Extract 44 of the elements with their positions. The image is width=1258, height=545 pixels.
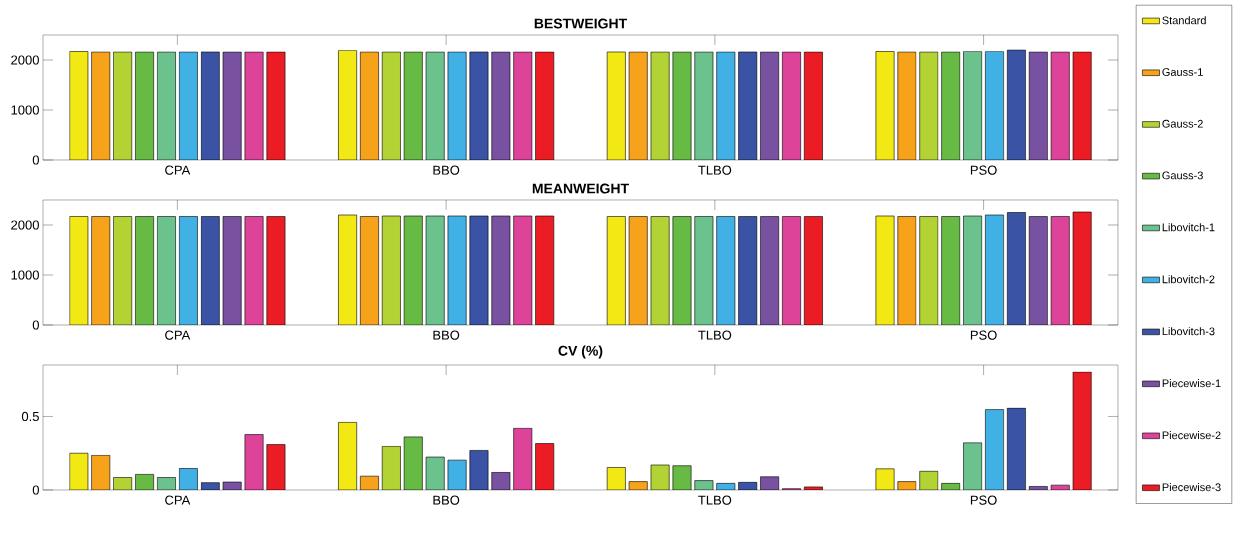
chart-title: MEANWEIGHT	[532, 183, 629, 194]
y-tick-label: 2000	[11, 220, 39, 230]
bar	[803, 486, 823, 490]
y-tick-label: 2000	[11, 55, 39, 65]
bar	[985, 409, 1004, 490]
x-tick-label: PSO	[970, 330, 997, 340]
bar	[513, 427, 533, 490]
bar	[338, 422, 357, 490]
chart-title: CV (%)	[558, 345, 603, 359]
x-tick-label: BBO	[433, 495, 460, 505]
bar	[266, 444, 286, 490]
legend-label: Gauss-1	[1162, 68, 1203, 76]
y-tick-label: 0	[32, 320, 39, 330]
legend-label: Standard	[1162, 16, 1206, 25]
legend-label: Gauss-3	[1162, 171, 1203, 180]
x-tick-label: PSO	[970, 495, 997, 505]
legend-label: Libovitch-2	[1162, 275, 1215, 284]
x-tick-label: TLBO	[698, 165, 732, 175]
x-tick-label: BBO	[433, 330, 460, 340]
legend-label: Piecewise-3	[1162, 483, 1221, 492]
bar	[1072, 371, 1092, 490]
bar	[535, 443, 555, 490]
y-tick-label: 1000	[11, 105, 39, 115]
y-tick-label: 1000	[11, 270, 39, 280]
legend-label: Gauss-2	[1162, 119, 1203, 128]
y-tick-label: 0.5	[21, 411, 39, 422]
x-tick-label: BBO	[433, 165, 460, 175]
x-tick-label: CPA	[165, 330, 191, 340]
x-tick-label: TLBO	[698, 495, 732, 505]
x-tick-label: CPA	[165, 165, 191, 175]
legend-label: Libovitch-3	[1162, 327, 1215, 336]
y-tick-label: 0	[32, 485, 39, 495]
legend-label: Piecewise-2	[1162, 431, 1221, 440]
bar	[1050, 484, 1070, 490]
bar	[963, 442, 983, 490]
x-tick-label: PSO	[970, 165, 997, 175]
x-tick-label: TLBO	[698, 330, 732, 340]
x-tick-label: CPA	[165, 495, 191, 505]
bar	[244, 434, 264, 490]
legend-label: Piecewise-1	[1162, 379, 1221, 388]
y-tick-label: 0	[32, 155, 39, 165]
bar	[1007, 407, 1026, 490]
chart-title: BESTWEIGHT	[534, 18, 628, 29]
legend-label: Libovitch-1	[1162, 223, 1215, 232]
